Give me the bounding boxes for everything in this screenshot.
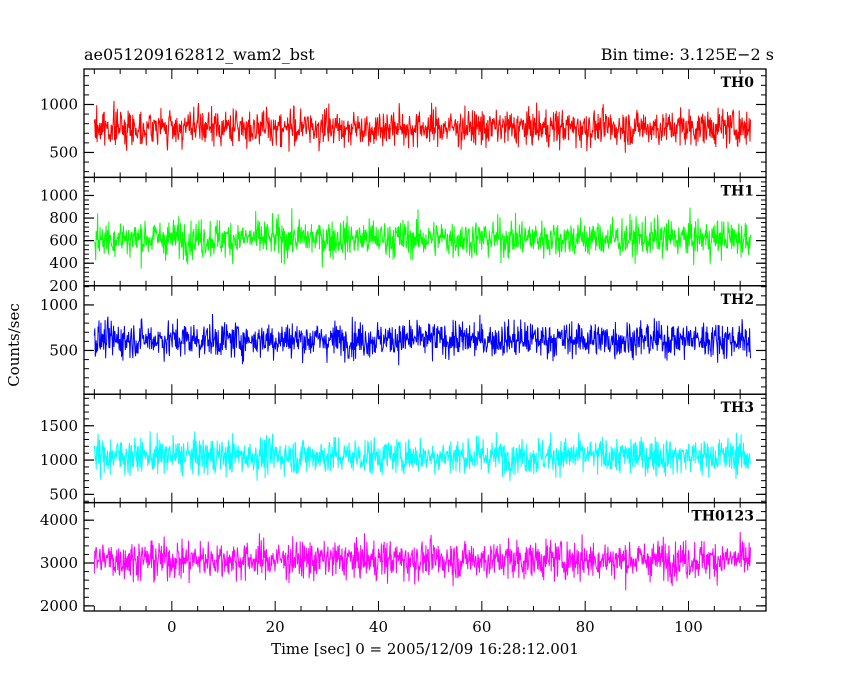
y-tick-label: 500 [49, 143, 78, 161]
x-tick-label: 20 [266, 618, 285, 636]
series-line-th1 [94, 207, 751, 269]
panel-th0: 500 1000 TH0 [40, 68, 767, 179]
panel-th1: 200 400 600 800 1000 TH1 [40, 176, 767, 295]
panel-label: TH2 [721, 292, 754, 308]
panel-label: TH0123 [691, 509, 754, 525]
y-tick-label: 1000 [40, 296, 78, 314]
series-line-th0123 [93, 531, 751, 591]
y-tick-label: 1000 [40, 451, 78, 469]
y-tick-label: 1500 [40, 417, 78, 435]
chart-title-left: ae051209162812_wam2_bst [84, 45, 315, 64]
x-axis: 0 20 40 60 80 100 [167, 618, 703, 636]
panel-label: TH0 [721, 75, 755, 91]
panel-th3: 500 1000 1500 TH3 [40, 393, 767, 503]
y-tick-label: 2000 [40, 597, 78, 615]
y-axis-title: Counts/sec [5, 303, 23, 387]
panel-label: TH1 [721, 183, 754, 199]
chart-title-right: Bin time: 3.125E−2 s [601, 45, 774, 64]
y-tick-label: 200 [49, 277, 78, 295]
y-tick-label: 400 [49, 254, 78, 272]
x-tick-label: 40 [369, 618, 388, 636]
y-tick-label: 500 [49, 485, 78, 503]
x-tick-label: 80 [576, 618, 595, 636]
series-line-th0 [93, 100, 751, 153]
x-axis-title: Time [sec] 0 = 2005/12/09 16:28:12.001 [271, 640, 579, 658]
x-tick-label: 0 [167, 618, 177, 636]
y-tick-label: 600 [49, 232, 78, 250]
panel-frame [83, 501, 767, 612]
panel-th2: 500 1000 TH2 [40, 285, 767, 395]
y-tick-label: 4000 [40, 511, 78, 529]
panel-label: TH3 [721, 400, 754, 416]
y-tick-label: 1000 [40, 95, 78, 113]
series-line-th3 [93, 431, 751, 482]
y-tick-label: 3000 [40, 554, 78, 572]
y-tick-label: 800 [49, 209, 78, 227]
series-line-th2 [93, 313, 751, 366]
x-tick-label: 100 [674, 618, 703, 636]
y-tick-label: 1000 [40, 186, 78, 204]
x-tick-label: 60 [472, 618, 491, 636]
y-tick-label: 500 [49, 341, 78, 359]
panel-th0123: 2000 3000 4000 TH0123 [40, 501, 767, 615]
